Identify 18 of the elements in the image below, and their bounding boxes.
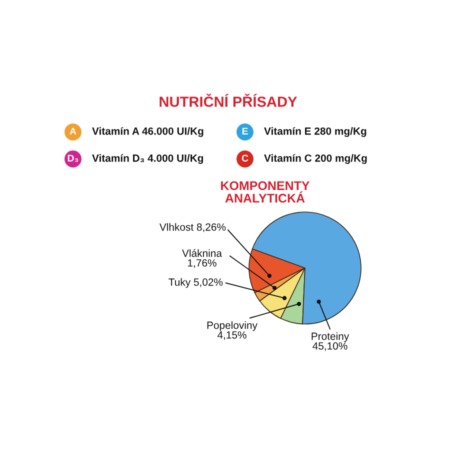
text: Vitamín A 46.000 UI/Kg [92, 127, 204, 137]
category-label: E [242, 128, 248, 135]
text: NUTRIČNÍ PŘÍSADY [160, 94, 298, 107]
text: Vitamín C 200 mg/Kg [264, 154, 367, 164]
data-label: 45,10% [312, 342, 348, 351]
category-label: A [70, 128, 76, 135]
slice-label: Vlhkost 8,26% [159, 223, 226, 232]
slice-label: Proteiny [312, 332, 350, 342]
slice-label: Tuky 5,02% [168, 278, 223, 288]
chart-title: KOMPONENTY ANALYTICKÁ [221, 181, 310, 203]
category-label: D₃ [68, 154, 78, 162]
data-label: 1,76% [188, 259, 216, 268]
category-label: C [242, 154, 248, 162]
text: Vitamín E 280 mg/Kg [264, 127, 366, 137]
slice-label: Vláknina [182, 249, 222, 257]
data-label: 4,15% [217, 331, 246, 340]
slice-label: Popeloviny [207, 321, 258, 331]
text: Vitamín D₃ 4.000 UI/Kg [92, 154, 204, 164]
